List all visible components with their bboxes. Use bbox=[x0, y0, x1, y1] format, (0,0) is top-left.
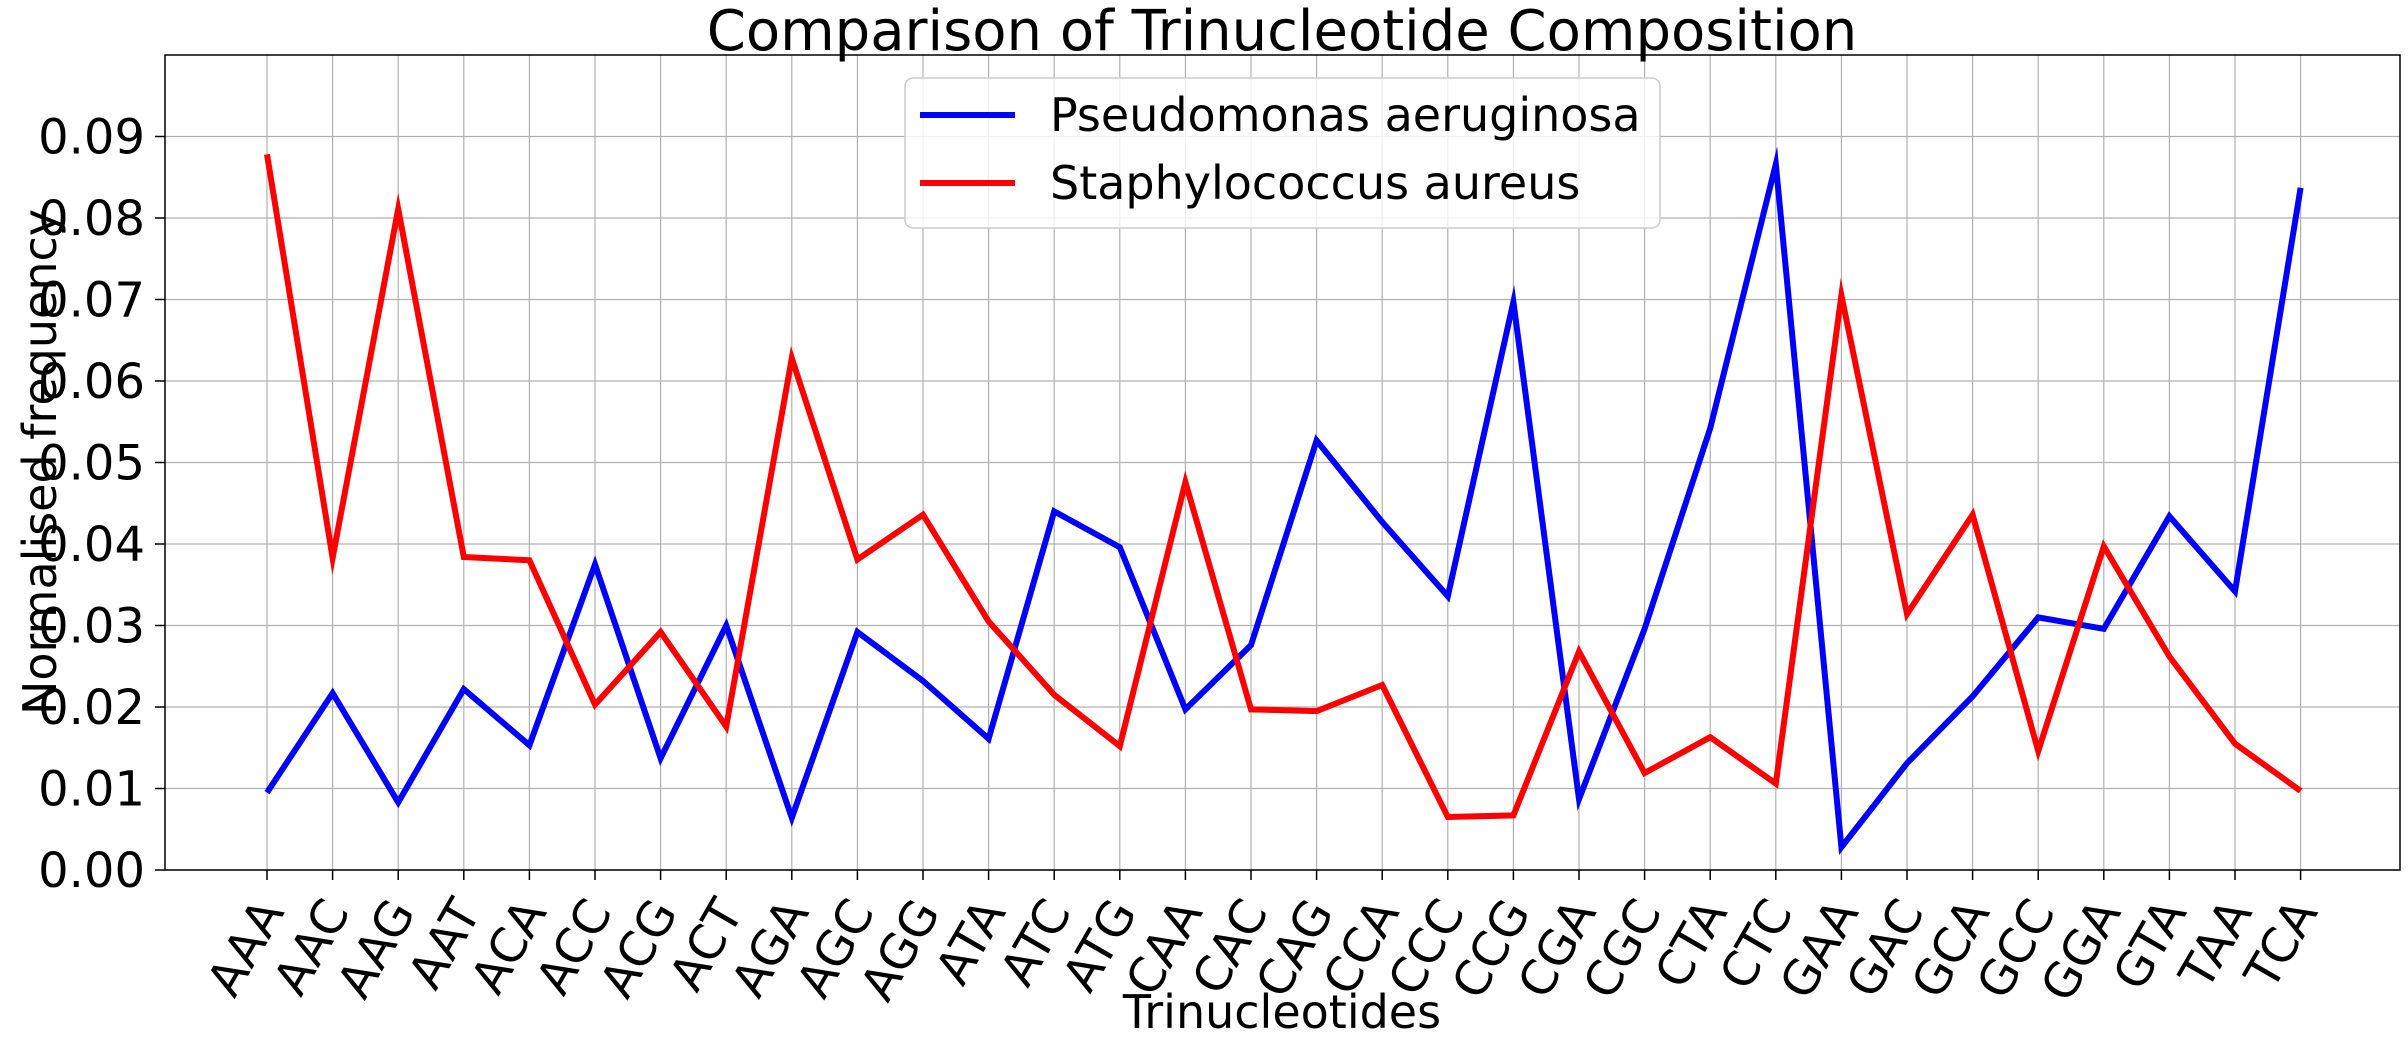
y-tick-label: 0.05 bbox=[38, 436, 145, 492]
legend-box bbox=[904, 77, 1661, 229]
y-tick-label: 0.07 bbox=[38, 273, 145, 329]
y-tick-label: 0.08 bbox=[38, 191, 145, 247]
y-tick-label: 0.00 bbox=[38, 843, 145, 899]
x-axis-label: Trinucleotides bbox=[1122, 985, 1441, 1039]
y-tick-label: 0.06 bbox=[38, 354, 145, 410]
legend: Pseudomonas aeruginosa Staphylococcus au… bbox=[904, 77, 1661, 229]
series-layer bbox=[264, 146, 2304, 855]
series-line-pseudomonas-aeruginosa bbox=[264, 146, 2304, 855]
y-tick-label: 0.01 bbox=[38, 762, 145, 818]
legend-label-staphylococcus: Staphylococcus aureus bbox=[1050, 156, 1580, 210]
series-line-staphylococcus-aureus bbox=[264, 153, 2303, 821]
chart-title: Comparison of Trinucleotide Composition bbox=[707, 0, 1858, 64]
legend-label-pseudomonas: Pseudomonas aeruginosa bbox=[1050, 88, 1641, 142]
y-tick-label: 0.04 bbox=[38, 517, 145, 573]
y-tick-label: 0.03 bbox=[38, 599, 145, 655]
y-tick-label: 0.02 bbox=[38, 680, 145, 736]
y-axis-label: Normalised frequency bbox=[13, 209, 67, 715]
y-tick-label: 0.09 bbox=[38, 110, 145, 166]
y-axis-ticks: 0.00 0.01 0.02 0.03 0.04 0.05 0.06 0.07 0.08 0.09 bbox=[38, 110, 165, 899]
